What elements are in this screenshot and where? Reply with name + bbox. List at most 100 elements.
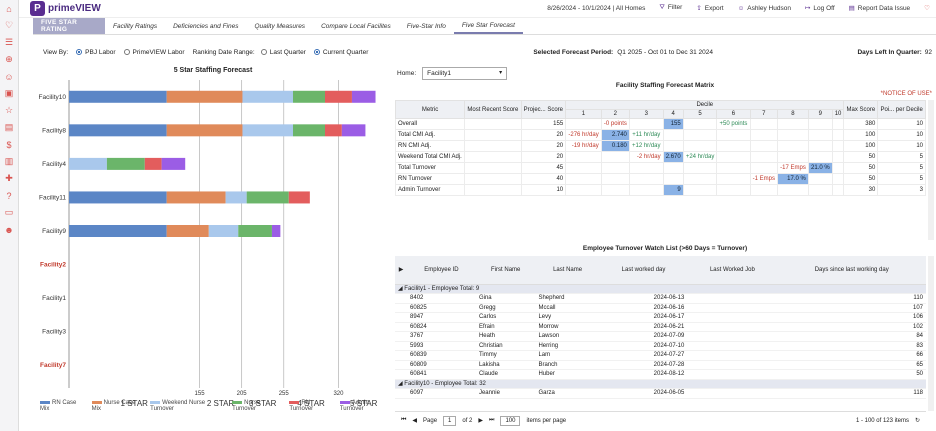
report-issue-button[interactable]: ▤ Report Data Issue (849, 4, 911, 12)
logoff-button[interactable]: ↦ Log Off (805, 4, 835, 12)
matrix-decile-cell: +11 hr/day (628, 129, 664, 141)
tab-quality-measures[interactable]: Quality Measures (254, 22, 306, 30)
tab-five-star-info[interactable]: Five-Star Info (406, 22, 446, 30)
table-row[interactable]: 5993 Christian Herring 2024-07-10 83 (395, 341, 926, 351)
tab-deficiencies[interactable]: Deficiencies and Fines (173, 22, 239, 30)
matrix-decile-cell (807, 184, 833, 196)
table-row[interactable]: 60841 Claude Huber 2024-08-12 50 (395, 369, 926, 380)
radio-pbj-circle[interactable] (76, 48, 83, 55)
page-size-select[interactable]: 100 (500, 415, 521, 426)
watchlist-header[interactable]: Last Worked Job (687, 256, 778, 285)
folder-icon[interactable]: ▭ (4, 207, 14, 217)
table-row[interactable]: 60839 Timmy Lam 2024-07-27 66 (395, 350, 926, 361)
matrix-decile-cell (682, 173, 718, 185)
radio-current-quarter[interactable]: Current Quarter (313, 48, 368, 56)
watchlist-cell: Herring (535, 341, 600, 351)
radio-last-quarter-circle[interactable] (260, 48, 267, 55)
people-icon[interactable]: ☺ (4, 71, 14, 82)
first-page-button[interactable]: ⏮ (401, 417, 407, 423)
filter-button[interactable]: ⛛ Filter (659, 4, 682, 12)
matrix-scrollbar[interactable] (928, 100, 934, 240)
matrix-decile-cell (807, 140, 833, 152)
days-left-label: Days Left In Quarter: (857, 48, 922, 56)
notice-of-use-link[interactable]: *NOTICE OF USE* (880, 91, 932, 97)
home-label: Home: (397, 70, 417, 77)
next-page-button[interactable]: ▶ (478, 418, 484, 424)
page-input[interactable]: 1 (443, 415, 457, 426)
help-icon[interactable]: ? (6, 190, 12, 201)
matrix-decile-cell: 0.180 (600, 140, 630, 152)
matrix-points: 5 (877, 162, 926, 174)
tab-compare-local[interactable]: Compare Local Facilites (321, 22, 391, 30)
tab-facility-ratings[interactable]: Facility Ratings (113, 22, 158, 30)
home-icon[interactable]: ⌂ (6, 3, 12, 14)
expand-all-icon[interactable]: ▶ (395, 256, 408, 285)
watchlist-cell: Branch (535, 360, 600, 370)
team-icon[interactable]: ☻ (4, 224, 14, 235)
heart-icon[interactable]: ♡ (4, 20, 14, 30)
last-page-button[interactable]: ⏭ (489, 417, 495, 423)
dollar-icon[interactable]: $ (6, 139, 12, 150)
matrix-header-decile-num: 3 (628, 109, 664, 119)
matrix-decile-cell (628, 162, 664, 174)
watchlist-header[interactable]: First Name (475, 256, 536, 285)
group-row[interactable]: ◢ Facility10 - Employee Total: 32 (395, 379, 926, 389)
table-row[interactable]: 6097 Jeannie Garza 2024-06-05 118 (395, 388, 926, 399)
table-row[interactable]: 60824 Efrain Morrow 2024-06-21 102 (395, 322, 926, 332)
refresh-icon[interactable]: ↻ (914, 418, 920, 424)
matrix-projected: 20 (520, 140, 567, 152)
radio-pbj[interactable]: PBJ Labor (76, 48, 116, 56)
table-row[interactable]: 3767 Heath Lawson 2024-07-09 84 (395, 331, 926, 342)
bar-segment (242, 124, 293, 137)
table-row[interactable]: 8402 Gina Shepherd 2024-06-13 110 (395, 293, 926, 304)
table-row[interactable]: 60825 Gregg Mccall 2024-06-16 107 (395, 303, 926, 313)
radio-primeview[interactable]: PrimeVIEW Labor (123, 48, 185, 56)
watchlist-cell: Lam (535, 350, 600, 361)
list-icon[interactable]: ☰ (4, 37, 14, 47)
radio-last-quarter[interactable]: Last Quarter (260, 48, 306, 56)
table-row[interactable]: 8947 Carlos Levy 2024-06-17 106 (395, 312, 926, 323)
watchlist-header[interactable]: Days since last working day (777, 256, 926, 285)
bar-segment (161, 157, 186, 170)
pill-icon[interactable]: ✚ (5, 173, 13, 183)
bar-segment (166, 191, 226, 204)
bar-segment (69, 90, 167, 103)
date-range[interactable]: 8/26/2024 - 10/1/2024 | All Homes (547, 4, 646, 12)
watchlist-cell: 107 (777, 303, 926, 313)
matrix-title: Facility Staffing Forecast Matrix (615, 82, 715, 89)
legend-item[interactable]: Weekend Nurse Turnover (150, 400, 224, 412)
chart-icon[interactable]: ▤ (4, 122, 14, 132)
tab-five-star-forecast[interactable]: Five Star Forecast (453, 18, 523, 34)
matrix-projected: 20 (520, 129, 567, 141)
bar-segment (208, 225, 239, 237)
matrix-decile-cell (831, 129, 845, 141)
star-icon[interactable]: ☆ (4, 105, 14, 115)
legend-item[interactable]: Nurse Case Mix (91, 400, 142, 412)
radio-current-quarter-circle[interactable] (313, 48, 320, 55)
x-tick-label: 205 (237, 391, 248, 397)
watchlist-header[interactable]: Last Name (535, 256, 600, 285)
export-icon: ⇪ (696, 5, 702, 12)
legend-item[interactable]: Nurse Turnover (232, 400, 281, 412)
tab-five-star-rating[interactable]: FIVE STAR RATING (33, 18, 105, 34)
watchlist-header[interactable]: Last worked day (599, 256, 688, 285)
favorite-icon[interactable]: ♡ (924, 5, 930, 12)
building-icon[interactable]: ▣ (4, 88, 14, 98)
doc-icon[interactable]: ▥ (4, 156, 14, 166)
add-icon[interactable]: ⊕ (5, 54, 13, 64)
matrix-decile-cell (628, 173, 664, 185)
radio-primeview-circle[interactable] (123, 48, 130, 55)
group-row[interactable]: ◢ Facility1 - Employee Total: 9 (395, 284, 926, 294)
facility-label: Facility3 (42, 329, 66, 336)
watchlist-header[interactable]: Employee ID (407, 256, 476, 285)
watchlist-scrollbar[interactable] (928, 256, 934, 411)
user-menu[interactable]: ☺ Ashley Hudson (738, 5, 791, 12)
legend-item[interactable]: RN Turnover (289, 400, 331, 412)
legend-item[interactable]: RN Case Mix (40, 400, 84, 412)
home-dropdown[interactable]: Facility1 (422, 67, 508, 80)
export-button[interactable]: ⇪ Export (696, 4, 723, 12)
prev-page-button[interactable]: ◀ (412, 418, 418, 424)
legend-item[interactable]: Admin Turnover (339, 400, 390, 412)
table-row[interactable]: 60809 Lakisha Branch 2024-07-28 65 (395, 360, 926, 370)
legend-label: Admin Turnover (339, 400, 369, 412)
